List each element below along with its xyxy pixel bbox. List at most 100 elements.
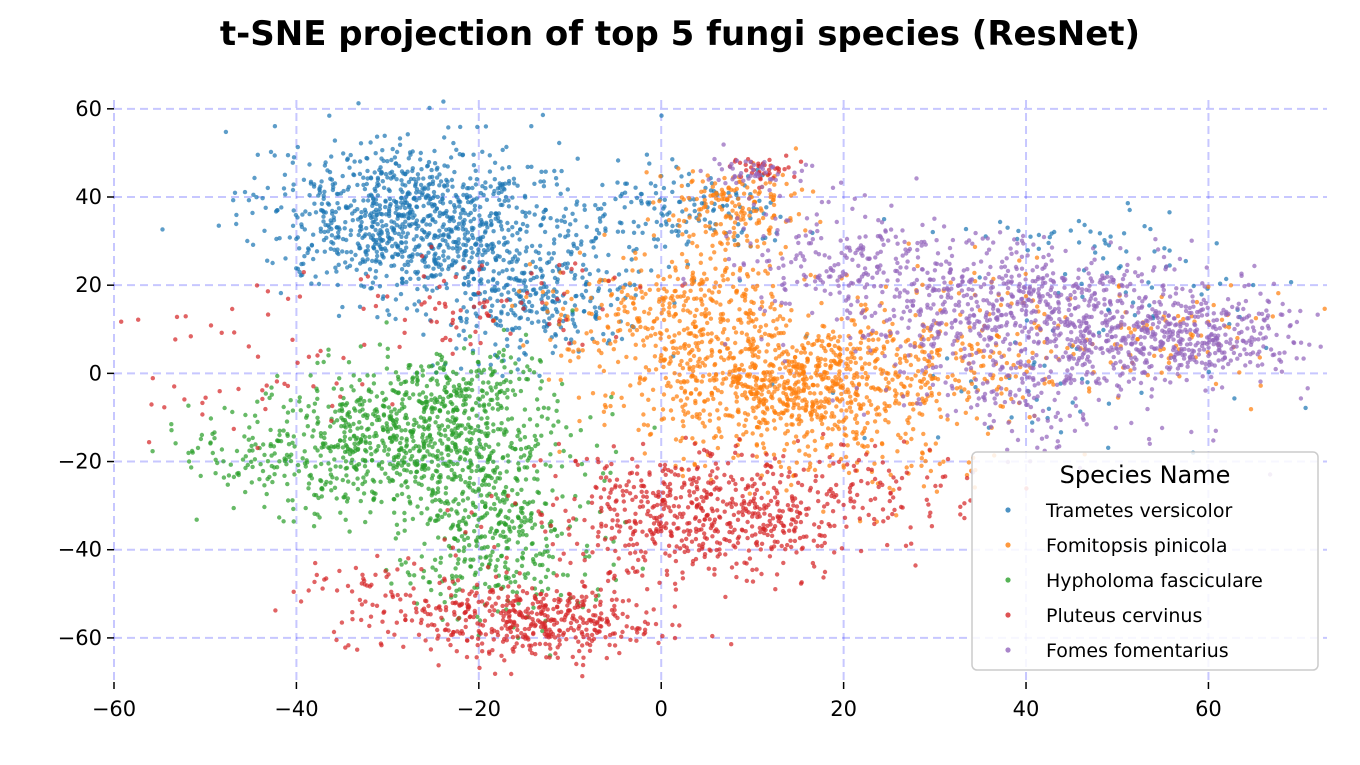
data-point (530, 541, 534, 545)
data-point (668, 482, 672, 486)
data-point (788, 371, 792, 375)
data-point (488, 558, 492, 562)
data-point (406, 190, 410, 194)
data-point (601, 214, 605, 218)
data-point (383, 199, 387, 203)
data-point (430, 565, 434, 569)
data-point (967, 395, 971, 399)
data-point (482, 368, 486, 372)
data-point (262, 483, 266, 487)
data-point (232, 506, 236, 510)
data-point (491, 250, 495, 254)
data-point (524, 477, 528, 481)
data-point (1042, 364, 1046, 368)
data-point (740, 494, 744, 498)
data-point (468, 485, 472, 489)
data-point (816, 490, 820, 494)
data-point (556, 419, 560, 423)
data-point (307, 193, 311, 197)
data-point (679, 174, 683, 178)
data-point (682, 343, 686, 347)
data-point (385, 308, 389, 312)
data-point (335, 496, 339, 500)
data-point (1128, 208, 1132, 212)
data-point (872, 462, 876, 466)
data-point (458, 474, 462, 478)
data-point (741, 214, 745, 218)
data-point (829, 364, 833, 368)
data-point (262, 453, 266, 457)
data-point (714, 231, 718, 235)
data-point (765, 385, 769, 389)
data-point (687, 365, 691, 369)
data-point (1147, 303, 1151, 307)
data-point (464, 446, 468, 450)
data-point (211, 451, 215, 455)
data-point (703, 424, 707, 428)
data-point (1017, 353, 1021, 357)
data-point (1214, 382, 1218, 386)
data-point (445, 499, 449, 503)
data-point (730, 565, 734, 569)
data-point (449, 400, 453, 404)
data-point (677, 331, 681, 335)
data-point (398, 225, 402, 229)
data-point (380, 212, 384, 216)
data-point (557, 442, 561, 446)
data-point (754, 567, 758, 571)
data-point (409, 457, 413, 461)
data-point (408, 212, 412, 216)
data-point (658, 174, 662, 178)
data-point (448, 553, 452, 557)
data-point (699, 299, 703, 303)
data-point (382, 413, 386, 417)
data-point (497, 198, 501, 202)
data-point (819, 391, 823, 395)
data-point (379, 500, 383, 504)
data-point (570, 312, 574, 316)
data-point (539, 580, 543, 584)
data-point (301, 262, 305, 266)
data-point (938, 348, 942, 352)
data-point (436, 457, 440, 461)
data-point (437, 183, 441, 187)
data-point (677, 224, 681, 228)
data-point (328, 177, 332, 181)
data-point (769, 192, 773, 196)
data-point (682, 457, 686, 461)
data-point (794, 434, 798, 438)
data-point (559, 354, 563, 358)
data-point (307, 481, 311, 485)
data-point (452, 170, 456, 174)
data-point (593, 305, 597, 309)
data-point (529, 309, 533, 313)
data-point (282, 474, 286, 478)
data-point (560, 464, 564, 468)
data-point (986, 432, 990, 436)
data-point (352, 159, 356, 163)
data-point (546, 568, 550, 572)
data-point (398, 136, 402, 140)
data-point (539, 170, 543, 174)
data-point (805, 332, 809, 336)
data-point (533, 562, 537, 566)
data-point (714, 280, 718, 284)
data-point (355, 426, 359, 430)
data-point (682, 303, 686, 307)
data-point (487, 445, 491, 449)
data-point (862, 436, 866, 440)
data-point (771, 319, 775, 323)
data-point (390, 170, 394, 174)
data-point (475, 524, 479, 528)
data-point (935, 490, 939, 494)
data-point (565, 347, 569, 351)
data-point (408, 277, 412, 281)
data-point (428, 175, 432, 179)
data-point (945, 356, 949, 360)
data-point (495, 382, 499, 386)
data-point (731, 235, 735, 239)
data-point (373, 170, 377, 174)
data-point (559, 192, 563, 196)
data-point (307, 212, 311, 216)
data-point (391, 435, 395, 439)
